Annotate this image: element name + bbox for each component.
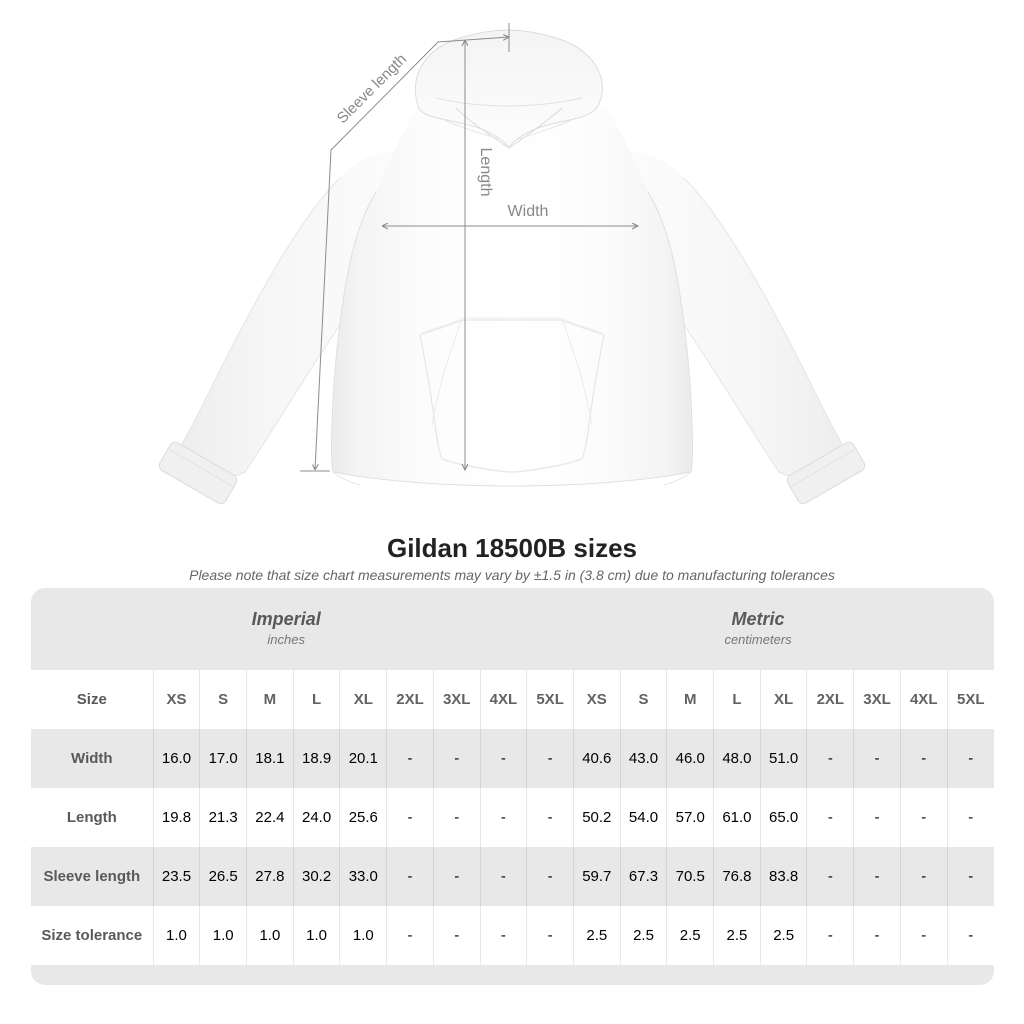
svg-text:Sleeve length: Sleeve length <box>334 51 410 127</box>
svg-text:Length: Length <box>477 148 494 197</box>
svg-text:Width: Width <box>508 203 549 220</box>
